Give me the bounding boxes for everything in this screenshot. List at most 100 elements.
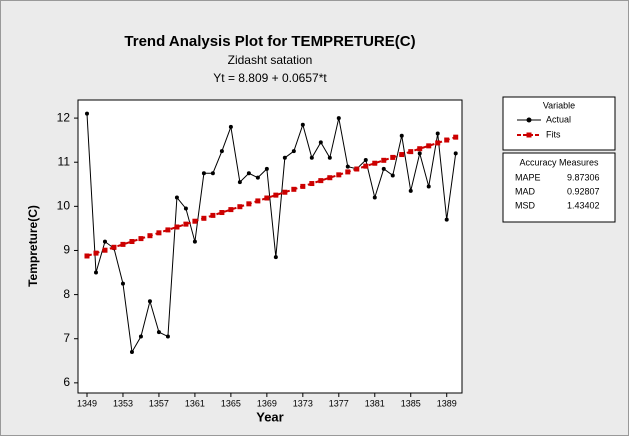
data-point: [363, 163, 369, 169]
data-point: [345, 164, 350, 169]
data-point: [93, 250, 99, 256]
accuracy-value: 9.87306: [567, 172, 600, 182]
data-point: [255, 175, 260, 180]
data-point: [93, 270, 98, 275]
data-point: [327, 175, 333, 181]
data-point: [435, 131, 440, 136]
data-point: [255, 198, 261, 204]
data-point: [354, 166, 360, 172]
data-point: [372, 160, 378, 166]
data-point: [363, 158, 368, 163]
data-point: [426, 184, 431, 189]
data-point: [111, 244, 117, 250]
data-point: [102, 239, 107, 244]
data-point: [336, 116, 341, 121]
data-point: [192, 239, 197, 244]
data-point: [399, 133, 404, 138]
y-tick-label: 12: [57, 110, 71, 124]
data-point: [84, 111, 89, 116]
data-point: [390, 154, 396, 160]
data-point: [264, 195, 270, 201]
legend-label: Actual: [546, 114, 571, 124]
x-axis-label: Year: [256, 409, 283, 424]
data-point: [435, 140, 441, 146]
x-tick-label: 1357: [149, 398, 169, 408]
data-point: [453, 151, 458, 156]
data-point: [345, 169, 351, 175]
plot-area: [77, 99, 463, 394]
data-point: [201, 215, 207, 221]
data-point: [210, 212, 216, 218]
y-tick-label: 8: [63, 287, 70, 301]
accuracy-label: MAPE: [515, 172, 541, 182]
accuracy-box: [502, 152, 616, 223]
data-point: [147, 299, 152, 304]
data-point: [192, 218, 198, 224]
data-point: [183, 206, 188, 211]
data-point: [444, 217, 449, 222]
accuracy-value: 0.92807: [567, 186, 600, 196]
data-point: [120, 281, 125, 286]
data-point: [309, 181, 315, 187]
data-point: [417, 151, 422, 156]
legend-label: Fits: [546, 129, 561, 139]
chart-title: Trend Analysis Plot for TEMPRETURE(C): [124, 33, 415, 50]
data-point: [156, 330, 161, 335]
data-point: [84, 253, 90, 259]
x-tick-label: 1369: [257, 398, 277, 408]
y-axis-label: Tempreture(C): [26, 205, 40, 287]
data-point: [300, 183, 306, 189]
x-tick-label: 1385: [401, 398, 421, 408]
x-tick-label: 1365: [221, 398, 241, 408]
data-point: [336, 172, 342, 178]
data-point: [408, 149, 414, 155]
data-point: [246, 171, 251, 176]
data-point: [201, 171, 206, 176]
y-tick-label: 9: [63, 243, 70, 257]
data-point: [165, 227, 171, 233]
data-point: [291, 186, 297, 192]
data-point: [237, 204, 243, 210]
data-point: [219, 210, 225, 216]
equation: Yt = 8.809 + 0.0657*t: [213, 71, 327, 85]
x-tick-label: 1361: [185, 398, 205, 408]
legend-box: [502, 96, 616, 151]
data-point: [174, 195, 179, 200]
y-tick-label: 10: [57, 199, 71, 213]
data-point: [210, 171, 215, 176]
accuracy-title: Accuracy Measures: [519, 157, 599, 167]
data-point: [246, 201, 252, 207]
accuracy-label: MAD: [515, 186, 536, 196]
data-point: [156, 230, 162, 236]
data-point: [318, 178, 324, 184]
data-point: [147, 233, 153, 239]
data-point: [399, 152, 405, 158]
data-point: [381, 157, 387, 163]
x-tick-label: 1389: [437, 398, 457, 408]
data-point: [102, 247, 108, 253]
x-tick-label: 1353: [113, 398, 133, 408]
data-point: [282, 155, 287, 160]
subtitle: Zidasht satation: [228, 53, 313, 67]
data-point: [318, 140, 323, 145]
data-point: [237, 180, 242, 185]
data-point: [138, 334, 143, 339]
legend-marker: [526, 132, 532, 138]
x-tick-label: 1381: [365, 398, 385, 408]
data-point: [309, 155, 314, 160]
data-point: [381, 166, 386, 171]
data-point: [138, 236, 144, 242]
data-point: [282, 189, 288, 195]
data-point: [327, 155, 332, 160]
series-line: [86, 113, 457, 354]
data-point: [219, 149, 224, 154]
accuracy-value: 1.43402: [567, 200, 600, 210]
legend-marker: [526, 117, 532, 123]
data-point: [417, 146, 423, 152]
data-point: [300, 122, 305, 127]
data-point: [228, 124, 233, 129]
data-point: [273, 192, 279, 198]
data-point: [372, 195, 377, 200]
data-point: [390, 173, 395, 178]
